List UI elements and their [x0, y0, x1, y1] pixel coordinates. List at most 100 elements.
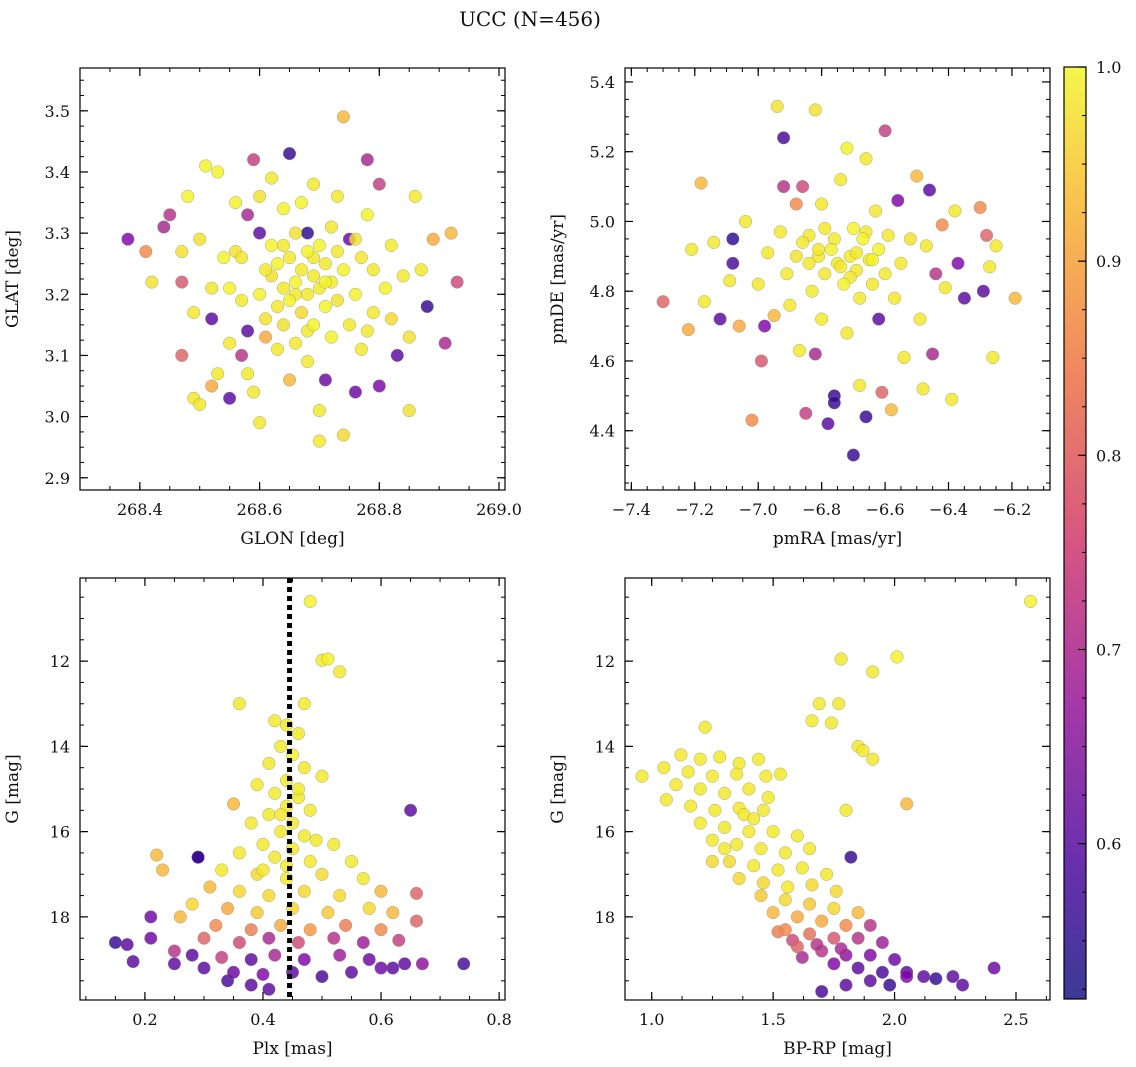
data-point — [796, 235, 810, 249]
y-tick-label: 3.3 — [45, 224, 70, 243]
data-point — [872, 242, 886, 256]
data-point — [282, 293, 297, 307]
data-point — [306, 318, 321, 332]
data-point — [771, 863, 785, 877]
data-point — [883, 978, 897, 992]
data-point — [815, 914, 829, 928]
data-point — [244, 952, 258, 967]
data-point — [309, 833, 323, 847]
data-point — [223, 391, 237, 405]
data-point — [396, 269, 410, 283]
data-point — [832, 697, 846, 711]
data-point — [840, 326, 854, 340]
data-point — [888, 291, 902, 305]
data-point — [917, 970, 931, 984]
data-point — [360, 324, 374, 338]
data-point — [282, 251, 297, 265]
y-tick-label: 12 — [50, 652, 70, 671]
data-point — [888, 952, 902, 967]
data-point — [903, 232, 917, 246]
data-point — [856, 232, 870, 246]
data-point — [742, 825, 756, 839]
data-point — [837, 277, 851, 291]
data-point — [321, 906, 335, 920]
data-point — [808, 347, 822, 361]
data-point — [348, 385, 362, 399]
data-point — [409, 914, 424, 928]
data-point — [362, 952, 376, 967]
data-point — [333, 889, 347, 903]
data-point — [372, 177, 386, 191]
data-point — [792, 343, 806, 358]
data-point — [360, 153, 374, 167]
y-axis-label: GLAT [deg] — [3, 230, 23, 328]
data-point — [276, 238, 291, 252]
y-tick-label: 3.4 — [45, 163, 70, 182]
data-point — [217, 251, 231, 265]
y-tick-label: 4.8 — [590, 282, 615, 301]
data-point — [285, 816, 300, 830]
data-point — [312, 403, 326, 418]
data-point — [339, 918, 353, 932]
data-point — [987, 961, 1001, 975]
data-point — [986, 350, 1000, 365]
y-tick-label: 16 — [595, 823, 615, 842]
y-tick-label: 3.0 — [45, 408, 70, 427]
data-point — [330, 293, 344, 307]
data-point — [718, 786, 732, 800]
data-point — [300, 287, 315, 301]
data-point — [818, 267, 832, 281]
data-point — [173, 910, 187, 924]
x-axis-label: GLON [deg] — [240, 529, 344, 549]
data-point — [732, 319, 746, 333]
data-point — [754, 889, 768, 903]
data-point — [226, 797, 241, 811]
data-point — [374, 923, 388, 937]
data-point — [175, 348, 189, 362]
data-point — [253, 189, 267, 203]
data-point — [851, 961, 865, 975]
data-point — [404, 803, 418, 817]
data-point — [384, 312, 398, 326]
data-point — [211, 367, 225, 381]
data-point — [705, 769, 719, 783]
data-point — [235, 348, 249, 362]
data-point — [853, 291, 867, 305]
data-point — [297, 884, 311, 898]
x-tick-label: 268.6 — [237, 500, 283, 519]
data-point — [875, 385, 889, 399]
data-point — [306, 177, 321, 191]
data-point — [264, 171, 279, 185]
data-point — [824, 716, 838, 730]
data-point — [259, 330, 273, 344]
data-point — [312, 238, 326, 252]
colorbar-tick-label: 0.7 — [1096, 641, 1121, 660]
data-point — [274, 918, 288, 932]
colorbar-gradient — [1063, 66, 1087, 1000]
data-point — [796, 180, 810, 194]
data-point — [863, 948, 877, 962]
data-point — [342, 318, 356, 332]
data-point — [881, 228, 895, 242]
data-point — [330, 189, 344, 203]
data-point — [752, 752, 766, 766]
x-tick-label: 268.8 — [356, 500, 402, 519]
data-point — [297, 829, 311, 843]
data-point — [856, 744, 870, 758]
data-point — [781, 880, 795, 894]
data-point — [348, 232, 362, 246]
data-point — [294, 306, 309, 320]
data-point — [698, 720, 712, 734]
y-tick-label: 12 — [595, 652, 615, 671]
data-point — [288, 336, 303, 350]
data-point — [946, 970, 960, 984]
y-tick-label: 5.2 — [590, 143, 615, 162]
data-point — [976, 284, 990, 298]
data-point — [705, 833, 719, 847]
data-point — [175, 275, 189, 289]
data-point — [336, 428, 350, 442]
data-point — [229, 196, 243, 210]
data-point — [232, 884, 246, 898]
data-point — [865, 253, 879, 267]
data-point — [366, 306, 380, 320]
